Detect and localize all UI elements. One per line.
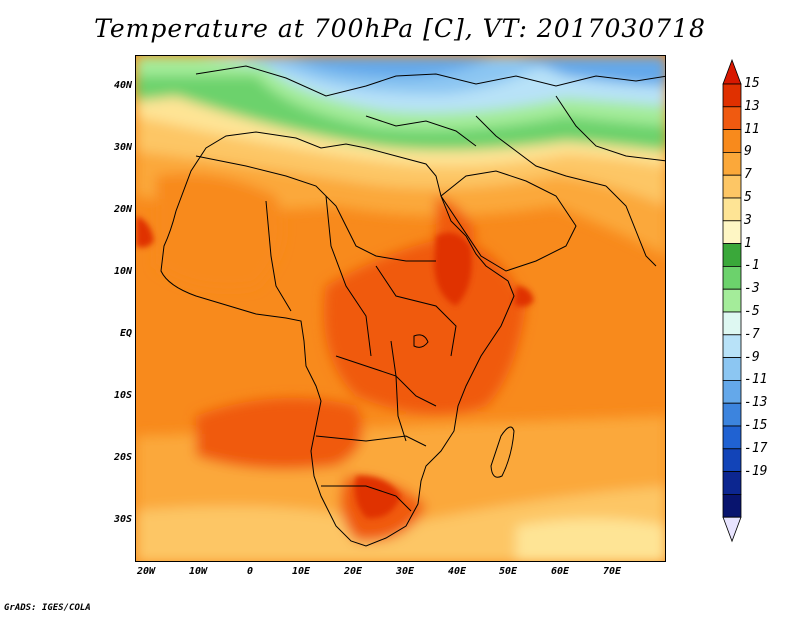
colorbar-box [722,334,742,358]
border-3 [325,195,372,357]
colorbar-label: -1 [744,258,760,274]
colorbar-label: -3 [744,281,760,297]
colorbar-box [722,357,742,381]
colorbar-box [722,197,742,222]
colorbar-box [722,83,742,108]
colorbar-label: 5 [744,190,752,205]
colorbar-over-triangle [722,58,742,85]
lon-tick-label: 30E [395,566,415,577]
lon-tick-label: 10W [188,566,208,577]
lat-tick-label: 10S [113,390,132,401]
credit-text: GrADS: IGES/COLA [4,603,91,613]
temperature-field [136,56,665,561]
colorbar-box [722,493,742,518]
colorbar-label: 11 [744,121,760,137]
border-11 [365,115,477,147]
lat-tick-label: EQ [119,328,132,339]
colorbar-label: -17 [744,440,768,456]
border-6 [315,435,427,447]
colorbar-label: 7 [744,167,752,183]
madagascar [490,426,515,478]
colorbar-label: -13 [744,395,768,411]
lon-tick-label: 50E [498,566,518,577]
colorbar-under-triangle [722,516,742,543]
colorbar-box [722,243,742,267]
africa-coastline [160,131,515,547]
colorbar-label: -5 [744,304,760,319]
border-1 [195,155,436,262]
border-8 [390,340,407,442]
colorbar-label: -15 [744,418,768,433]
border-4 [375,265,457,357]
colorbar-box [722,402,742,427]
colorbar [722,58,742,543]
lon-tick-label: 60E [550,566,570,577]
colorbar-box [722,425,742,450]
colorbar-box [722,129,742,153]
lon-tick-label: 70E [602,566,622,577]
lon-tick-label: 0 [246,566,254,577]
map-title: Temperature at 700hPa [C], VT: 201703071… [94,14,706,43]
border-2 [265,200,292,312]
colorbar-label: 9 [744,144,752,160]
border-9 [475,115,607,187]
colorbar-box [722,106,742,130]
colorbar-box [722,288,742,313]
colorbar-label: -7 [744,326,760,342]
lon-tick-label: 10E [291,566,311,577]
colorbar-box [722,379,742,404]
colorbar-box [722,471,742,495]
colorbar-label: -9 [744,349,760,365]
coastlines [160,65,665,547]
lon-tick-label: 20W [136,566,156,577]
map-panel [135,55,666,562]
lat-tick-label: 20S [113,452,132,463]
colorbar-box [722,220,742,245]
colorbar-label: 13 [744,98,760,114]
india-coast [605,185,657,267]
colorbar-label: 3 [744,212,752,228]
colorbar-box [722,448,742,472]
colorbar-box [722,265,742,290]
lat-tick-label: 30S [113,514,132,525]
colorbar-label: 15 [744,76,760,91]
lake-victoria [413,334,429,348]
colorbar-box [722,152,742,176]
colorbar-label: -19 [744,463,768,479]
colorbar-label: 1 [744,235,752,251]
colorbar-box [722,311,742,336]
lon-tick-label: 40E [447,566,467,577]
lat-tick-label: 20N [113,204,132,215]
lon-tick-label: 20E [343,566,363,577]
europe-coast [195,65,665,97]
colorbar-box [722,174,742,199]
lat-tick-label: 10N [113,266,132,277]
border-7 [321,485,412,512]
colorbar-label: -11 [744,372,768,388]
temperature-contours [136,56,665,561]
arabia [440,170,577,272]
lat-tick-label: 30N [113,142,132,153]
border-10 [555,95,665,162]
lat-tick-label: 40N [113,80,132,91]
